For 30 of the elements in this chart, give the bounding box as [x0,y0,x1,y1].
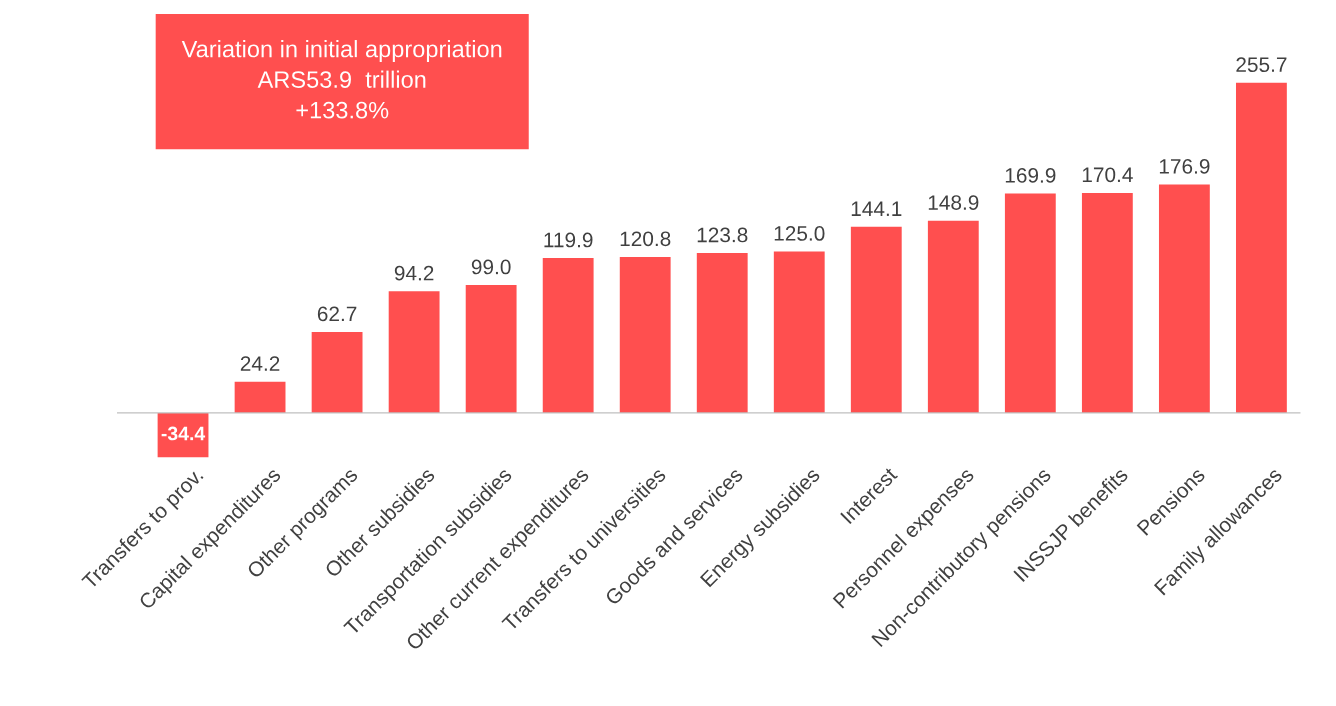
data-label: 176.9 [1159,159,1210,174]
bar [311,331,363,413]
bar [927,220,979,413]
bar [388,291,440,413]
data-label: 144.1 [851,201,902,216]
bar [619,256,671,413]
data-label: -34.4 [161,426,206,441]
data-label: 120.8 [620,231,671,247]
data-label: 94.2 [394,265,434,281]
bar [542,258,594,413]
bar [696,253,748,413]
bar [1158,184,1210,413]
bar [234,381,286,413]
bar [1236,82,1287,413]
data-label: 62.7 [317,306,357,322]
bar [850,226,902,413]
data-label: 119.9 [544,232,593,248]
data-label: 99.0 [471,259,511,275]
data-label: 24.2 [240,356,280,371]
data-label: 125.0 [774,226,825,241]
data-label: 255.7 [1236,57,1287,73]
bar [773,251,825,413]
data-label: 123.8 [697,227,748,243]
bar [1004,193,1056,413]
bar [465,285,517,413]
annotation: Variation in initial appropriation ARS53.9 trillion +133.8% [181,40,502,119]
data-label: 169.9 [1005,168,1056,183]
data-label: 148.9 [928,195,979,210]
data-label: 170.4 [1082,167,1133,183]
bar [1081,192,1133,413]
